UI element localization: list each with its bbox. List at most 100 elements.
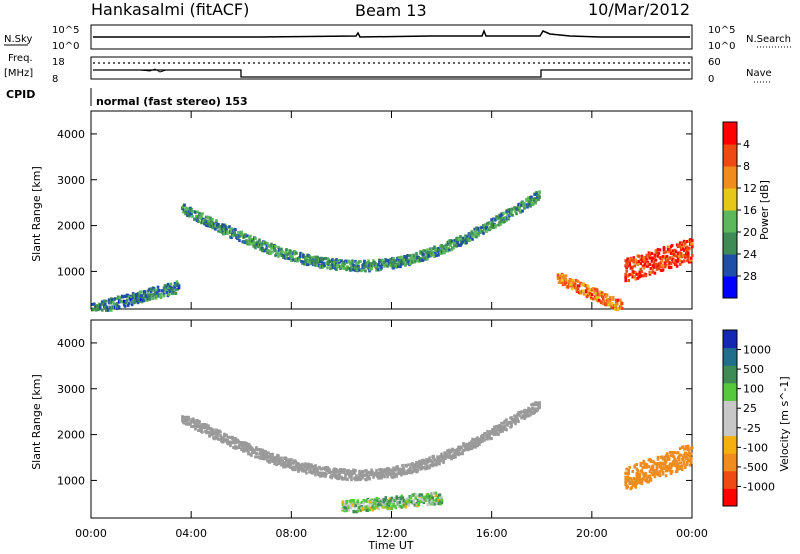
velocity-echo-mark: [444, 451, 447, 455]
velocity-echo-mark: [480, 437, 483, 441]
power-echo-mark: [425, 250, 428, 254]
power-echo-mark: [423, 249, 426, 253]
velocity-echo-mark: [387, 467, 390, 471]
power-echo-mark: [211, 217, 214, 221]
velocity-echo-mark: [668, 469, 672, 473]
velocity-echo-mark: [641, 471, 645, 475]
power-echo-mark: [370, 267, 373, 271]
power-echo-mark: [233, 230, 236, 234]
velocity-echo-mark: [656, 457, 660, 461]
power-colorbar-tick-label: 28: [743, 270, 757, 283]
velocity-echo-mark: [440, 501, 444, 505]
velocity-echo-mark: [486, 437, 489, 441]
power-echo-mark: [343, 261, 346, 265]
power-echo-mark: [562, 275, 566, 279]
power-echo-mark: [452, 246, 455, 250]
velocity-echo-mark: [188, 417, 191, 421]
power-echo-mark: [489, 227, 492, 231]
velocity-echo-mark: [530, 403, 533, 407]
velocity-echo-mark: [396, 466, 399, 470]
power-echo-mark: [319, 264, 322, 268]
power-echo-mark: [129, 294, 133, 298]
velocity-echo-mark: [344, 505, 348, 509]
velocity-echo-mark: [361, 508, 365, 512]
velocity-echo-mark: [661, 470, 665, 474]
velocity-echo-mark: [407, 463, 410, 467]
velocity-echo-mark: [285, 457, 288, 461]
power-echo-mark: [616, 306, 620, 310]
velocity-echo-mark: [212, 428, 215, 432]
velocity-echo-mark: [256, 455, 259, 459]
velocity-echo-mark: [197, 429, 200, 433]
power-echo-mark: [584, 290, 588, 294]
power-echo-mark: [340, 259, 343, 263]
power-echo-mark: [274, 249, 277, 253]
power-echo-mark: [639, 274, 643, 278]
velocity-echo-mark: [635, 463, 639, 467]
power-echo-mark: [135, 299, 139, 303]
power-echo-mark: [649, 267, 653, 271]
power-echo-mark: [485, 226, 488, 230]
velocity-echo-mark: [681, 455, 685, 459]
power-echo-mark: [566, 285, 570, 289]
velocity-echo-mark: [353, 501, 357, 505]
velocity-echo-mark: [681, 445, 685, 449]
velocity-echo-mark: [516, 417, 519, 421]
power-echo-mark: [600, 300, 604, 304]
velocity-echo-mark: [416, 469, 419, 473]
power-echo-mark: [628, 262, 632, 266]
power-echo-mark: [485, 229, 488, 233]
noise-right-label: N.Search: [746, 34, 791, 45]
velocity-echo-mark: [368, 477, 371, 481]
velocity-echo-mark: [409, 466, 412, 470]
power-echo-mark: [514, 210, 517, 214]
station-title: Hankasalmi (fitACF): [91, 0, 249, 19]
power-echo-mark: [280, 247, 283, 251]
power-echo-mark: [368, 263, 371, 267]
date-title: 10/Mar/2012: [588, 0, 690, 19]
power-echo-mark: [445, 247, 448, 251]
power-y-tick-label: 1000: [57, 265, 85, 278]
velocity-echo-mark: [648, 470, 652, 474]
velocity-echo-mark: [356, 509, 360, 513]
velocity-echo-mark: [455, 451, 458, 455]
power-echo-mark: [161, 289, 165, 293]
velocity-echo-mark: [355, 474, 358, 478]
velocity-echo-mark: [289, 463, 292, 467]
power-colorbar-ticks: 4 8 12 16 20 24 28: [737, 138, 757, 283]
power-echo-mark: [631, 275, 635, 279]
power-echo-mark: [613, 307, 617, 311]
power-echo-mark: [468, 238, 471, 242]
velocity-echo-mark: [273, 462, 276, 466]
power-echo-mark: [635, 261, 639, 265]
power-echo-mark: [469, 235, 472, 239]
power-echo-mark: [212, 221, 215, 225]
power-echo-mark: [266, 242, 269, 246]
nave-tick-bottom: 0: [708, 74, 714, 85]
power-echo-mark: [601, 296, 605, 300]
velocity-echo-mark: [388, 506, 392, 510]
velocity-echo-mark: [192, 417, 195, 421]
power-echo-mark: [640, 270, 644, 274]
power-echo-mark: [670, 243, 674, 247]
power-echo-mark: [143, 292, 147, 296]
power-echo-mark: [184, 208, 187, 212]
power-echo-mark: [509, 212, 512, 216]
velocity-echo-mark: [358, 506, 362, 510]
power-echo-mark: [475, 235, 478, 239]
velocity-echo-mark: [428, 456, 431, 460]
power-echo-mark: [360, 269, 363, 273]
velocity-echo-mark: [247, 450, 250, 454]
velocity-echo-mark: [422, 500, 426, 504]
velocity-echo-mark: [635, 474, 639, 478]
power-echo-mark: [595, 289, 599, 293]
power-echo-mark: [168, 284, 172, 288]
power-echo-mark: [170, 289, 174, 293]
power-echo-mark: [432, 247, 435, 251]
power-echo-mark: [281, 250, 284, 254]
velocity-echo-mark: [232, 446, 235, 450]
velocity-echo-mark: [311, 471, 314, 475]
power-echo-mark: [286, 253, 289, 257]
velocity-echo-mark: [475, 439, 478, 443]
velocity-echo-mark: [205, 429, 208, 433]
